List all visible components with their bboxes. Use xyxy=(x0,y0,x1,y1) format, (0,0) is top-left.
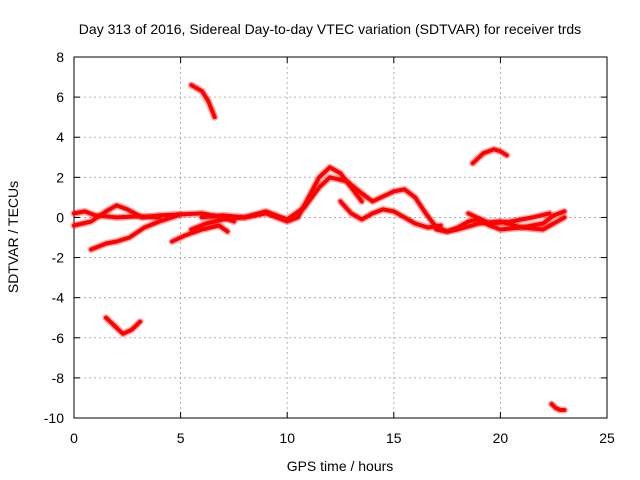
sdtvar-chart: 0 5 10 15 20 25 -10 -8 -6 -4 -2 0 2 4 6 8 Day 313 of 20… xyxy=(0,0,640,480)
x-tick-label: 25 xyxy=(599,430,615,446)
x-tick-label: 10 xyxy=(279,430,295,446)
series-band-arc-12 xyxy=(473,149,507,163)
y-tick-label: 2 xyxy=(56,169,64,185)
y-tick-label: -6 xyxy=(52,330,65,346)
x-tick-label: 5 xyxy=(177,430,185,446)
data-series xyxy=(74,85,564,410)
series-band-arc-11 xyxy=(106,318,140,334)
series-band-arc-3 xyxy=(74,211,159,217)
x-tick-label: 0 xyxy=(70,430,78,446)
axis-ticks: 0 5 10 15 20 25 -10 -8 -6 -4 -2 0 2 4 6 8 xyxy=(44,49,615,446)
y-tick-label: 6 xyxy=(56,89,64,105)
series-band-arc-10 xyxy=(191,85,214,117)
y-axis-label: SDTVAR / TECUs xyxy=(5,181,21,293)
y-tick-label: 4 xyxy=(56,129,64,145)
y-tick-label: -4 xyxy=(52,290,65,306)
x-tick-label: 20 xyxy=(493,430,509,446)
plot-frame xyxy=(74,57,607,418)
x-tick-label: 15 xyxy=(386,430,402,446)
series-band-arc-13 xyxy=(552,404,565,410)
x-axis-label: GPS time / hours xyxy=(287,458,394,474)
y-tick-label: -8 xyxy=(52,370,65,386)
y-tick-label: 0 xyxy=(56,209,64,225)
grid-lines xyxy=(74,57,607,418)
y-tick-label: -10 xyxy=(44,410,64,426)
y-tick-label: -2 xyxy=(52,250,65,266)
y-tick-label: 8 xyxy=(56,49,64,65)
chart-title: Day 313 of 2016, Sidereal Day-to-day VTE… xyxy=(79,21,581,37)
